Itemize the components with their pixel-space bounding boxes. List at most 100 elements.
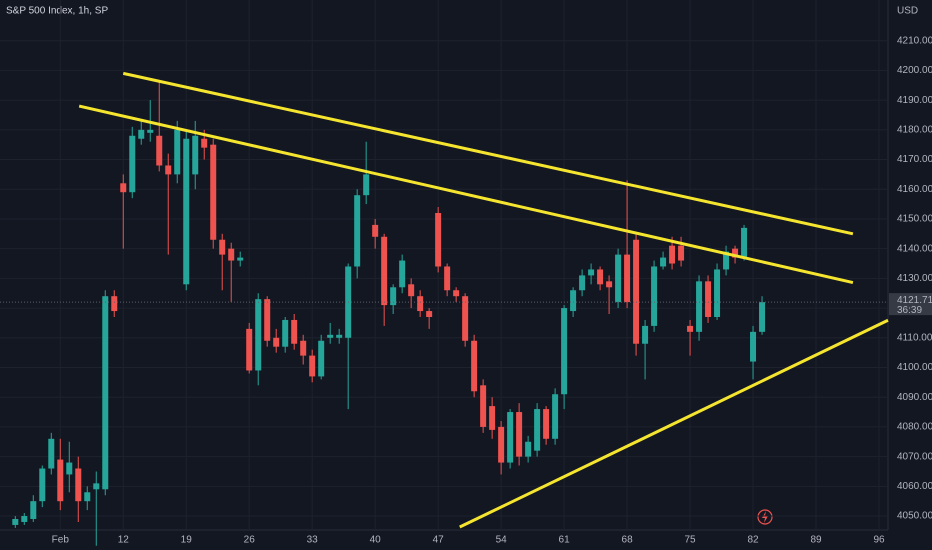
candle-body xyxy=(129,135,136,193)
candle-body xyxy=(597,269,604,285)
candle-body xyxy=(273,337,280,347)
candle-body xyxy=(57,459,64,502)
candle-body xyxy=(201,138,208,148)
candle-body xyxy=(183,138,190,285)
last-price-box xyxy=(889,293,932,316)
y-tick-label: 4050.00 xyxy=(897,511,932,522)
candle-body xyxy=(165,165,172,175)
x-tick-label: 82 xyxy=(747,535,759,546)
candle-body xyxy=(444,266,451,291)
candle-body xyxy=(489,406,496,430)
candle-body xyxy=(462,296,469,341)
x-tick-label: 68 xyxy=(622,535,634,546)
x-tick-label: 75 xyxy=(685,535,697,546)
candle-body xyxy=(363,174,370,196)
candle-body xyxy=(660,257,667,267)
candle-body xyxy=(390,287,397,306)
candle-body xyxy=(12,519,19,525)
candle-body xyxy=(687,325,694,332)
candle-body xyxy=(669,245,676,264)
candle-body xyxy=(417,296,424,312)
candle-body xyxy=(543,409,550,439)
x-tick-label: 33 xyxy=(307,535,319,546)
candle-body xyxy=(453,290,460,297)
y-tick-label: 4170.00 xyxy=(897,154,932,165)
y-tick-label: 4110.00 xyxy=(897,332,932,343)
candle-body xyxy=(237,257,244,261)
candle-body xyxy=(228,248,235,261)
candle-body xyxy=(372,224,379,237)
candle-body xyxy=(750,331,757,362)
candle-body xyxy=(30,501,37,520)
lightning-icon xyxy=(757,509,773,525)
candle-body xyxy=(525,441,532,457)
candle-body xyxy=(336,334,343,338)
candle-body xyxy=(309,355,316,377)
candle-body xyxy=(408,284,415,297)
candle-body xyxy=(156,135,163,166)
candle-body xyxy=(741,227,748,258)
candle-body xyxy=(642,325,649,344)
y-tick-label: 4130.00 xyxy=(897,273,932,284)
candle-body xyxy=(705,281,712,317)
candle-body xyxy=(678,245,685,261)
y-tick-label: 4190.00 xyxy=(897,95,932,106)
y-tick-label: 4160.00 xyxy=(897,184,932,195)
x-tick-label: Feb xyxy=(52,535,70,546)
candle-body xyxy=(381,236,388,306)
candle-body xyxy=(696,281,703,332)
candle-body xyxy=(255,299,262,371)
candle-body xyxy=(48,438,55,469)
chart-title: S&P 500 Index, 1h, SP xyxy=(6,6,108,17)
candle-body xyxy=(75,468,82,502)
candle-body xyxy=(318,340,325,377)
candle-body xyxy=(246,328,253,371)
candle-body xyxy=(651,266,658,326)
trend-line xyxy=(122,71,854,236)
candle-body xyxy=(327,334,334,338)
candle-body xyxy=(480,385,487,427)
candle-body xyxy=(561,308,568,395)
candle-body xyxy=(615,254,622,303)
candle-body xyxy=(606,281,613,288)
candle-body xyxy=(714,269,721,317)
candle-body xyxy=(192,135,199,175)
candle-body xyxy=(723,251,730,270)
candle-body xyxy=(579,275,586,291)
candle-body xyxy=(39,468,46,502)
candle-body xyxy=(498,426,505,463)
countdown-label: 36:39 xyxy=(897,305,922,316)
candle-body xyxy=(21,516,28,522)
candle-body xyxy=(174,129,181,175)
candle-body xyxy=(552,394,559,439)
trend-line xyxy=(78,104,854,284)
candle-body xyxy=(435,213,442,267)
candle-body xyxy=(291,319,298,344)
candle-body xyxy=(282,319,289,347)
candle-body xyxy=(534,409,541,451)
last-price-label: 4121.71 xyxy=(897,295,932,306)
y-tick-label: 4060.00 xyxy=(897,481,932,492)
candle-body xyxy=(111,296,118,312)
candle-body xyxy=(66,462,73,475)
candle-body xyxy=(507,412,514,463)
candle-body xyxy=(516,412,523,457)
candle-body xyxy=(264,299,271,341)
y-tick-label: 4090.00 xyxy=(897,392,932,403)
y-tick-label: 4210.00 xyxy=(897,35,932,46)
y-tick-label: 4070.00 xyxy=(897,451,932,462)
candle-body xyxy=(426,311,433,317)
candle-body xyxy=(471,340,478,392)
x-tick-label: 26 xyxy=(244,535,256,546)
trend-line xyxy=(459,318,889,529)
y-tick-label: 4100.00 xyxy=(897,362,932,373)
candle-body xyxy=(588,269,595,276)
x-tick-label: 96 xyxy=(873,535,885,546)
candle-body xyxy=(399,260,406,288)
candle-body xyxy=(354,195,361,267)
candle-body xyxy=(120,183,127,193)
candle-body xyxy=(93,483,100,490)
x-tick-label: 54 xyxy=(496,535,508,546)
x-tick-label: 40 xyxy=(370,535,382,546)
